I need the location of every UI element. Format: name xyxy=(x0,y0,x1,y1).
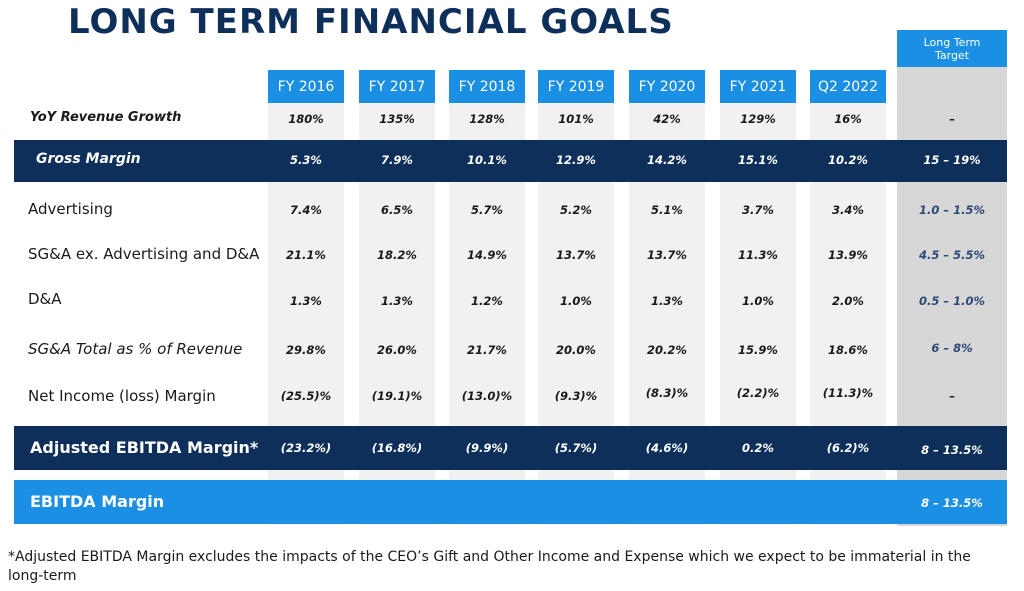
table-cell: 11.3% xyxy=(738,248,778,262)
table-cell: (4.6%) xyxy=(645,441,689,455)
adjusted-ebitda-band xyxy=(14,426,1007,470)
row-label: SG&A ex. Advertising and D&A xyxy=(28,245,260,263)
table-cell: 21.1% xyxy=(286,248,326,262)
table-cell: (9.9%) xyxy=(465,441,509,455)
column-header: FY 2017 xyxy=(359,70,435,103)
table-cell: 26.0% xyxy=(377,343,417,357)
table-cell: 3.4% xyxy=(832,203,864,217)
row-label: YoY Revenue Growth xyxy=(30,110,182,125)
target-column-header: Long Term Target xyxy=(897,30,1007,67)
table-cell: 14.2% xyxy=(647,153,687,167)
table-cell: 180% xyxy=(288,112,324,126)
table-cell: (19.1)% xyxy=(371,389,423,403)
table-cell: 10.1% xyxy=(467,153,507,167)
table-cell: 5.1% xyxy=(651,203,683,217)
table-cell: (2.2)% xyxy=(736,386,780,400)
target-cell: 15 – 19% xyxy=(923,153,981,167)
target-cell: 4.5 – 5.5% xyxy=(918,248,986,262)
gross-margin-band xyxy=(14,140,1007,182)
table-cell: 3.7% xyxy=(742,203,774,217)
table-cell: 18.6% xyxy=(828,343,868,357)
table-cell: (16.8%) xyxy=(371,441,423,455)
row-label: D&A xyxy=(28,290,62,308)
column-header: FY 2020 xyxy=(629,70,705,103)
table-cell: (25.5)% xyxy=(280,389,332,403)
table-cell: 128% xyxy=(469,112,505,126)
table-cell: (23.2%) xyxy=(280,441,332,455)
table-cell: (6.2)% xyxy=(826,441,870,455)
table-cell: 7.9% xyxy=(381,153,413,167)
table-cell: 10.2% xyxy=(828,153,868,167)
table-cell: (9.3)% xyxy=(554,389,598,403)
table-cell: 5.3% xyxy=(290,153,322,167)
row-label: SG&A Total as % of Revenue xyxy=(28,340,243,358)
table-cell: 42% xyxy=(653,112,681,126)
table-cell: 0.2% xyxy=(742,441,774,455)
table-cell: 6.5% xyxy=(381,203,413,217)
target-cell: – xyxy=(949,112,955,126)
table-cell: 12.9% xyxy=(556,153,596,167)
row-label: Advertising xyxy=(28,200,113,218)
table-cell: 13.7% xyxy=(647,248,687,262)
column-header: FY 2018 xyxy=(449,70,525,103)
column-header: FY 2021 xyxy=(720,70,796,103)
table-cell: (13.0)% xyxy=(461,389,513,403)
table-cell: (5.7%) xyxy=(554,441,598,455)
target-cell: 8 – 13.5% xyxy=(921,496,983,510)
table-cell: 14.9% xyxy=(467,248,507,262)
table-cell: 15.9% xyxy=(738,343,778,357)
table-cell: 16% xyxy=(834,112,862,126)
row-label: Gross Margin xyxy=(36,151,141,167)
row-label: EBITDA Margin xyxy=(30,492,165,511)
table-cell: 1.0% xyxy=(560,294,592,308)
table-cell: 15.1% xyxy=(738,153,778,167)
table-cell: 7.4% xyxy=(290,203,322,217)
table-cell: (11.3)% xyxy=(822,386,874,400)
row-label: Adjusted EBITDA Margin* xyxy=(30,438,259,457)
table-cell: 13.7% xyxy=(556,248,596,262)
target-cell: – xyxy=(949,389,955,403)
table-cell: 20.2% xyxy=(647,343,687,357)
ebitda-band xyxy=(14,480,1007,524)
table-cell: 20.0% xyxy=(556,343,596,357)
table-cell: 1.3% xyxy=(290,294,322,308)
table-cell: 18.2% xyxy=(377,248,417,262)
table-cell: 29.8% xyxy=(286,343,326,357)
target-header-line2: Target xyxy=(934,48,970,62)
column-header: FY 2019 xyxy=(538,70,614,103)
target-cell: 0.5 – 1.0% xyxy=(918,294,986,308)
table-cell: 1.0% xyxy=(742,294,774,308)
table-cell: 5.2% xyxy=(560,203,592,217)
table-cell: 13.9% xyxy=(828,248,868,262)
table-cell: 135% xyxy=(379,112,415,126)
table-cell: 101% xyxy=(558,112,594,126)
target-header-line1: Long Term xyxy=(923,35,981,49)
table-cell: 5.7% xyxy=(471,203,503,217)
target-cell: 6 – 8% xyxy=(931,341,973,355)
table-cell: (8.3)% xyxy=(645,386,689,400)
table-cell: 2.0% xyxy=(832,294,864,308)
page-title: LONG TERM FINANCIAL GOALS xyxy=(68,2,674,42)
row-label: Net Income (loss) Margin xyxy=(28,387,216,405)
table-cell: 129% xyxy=(740,112,776,126)
footnote: *Adjusted EBITDA Margin excludes the imp… xyxy=(8,549,971,584)
table-cell: 1.3% xyxy=(651,294,683,308)
target-cell: 8 – 13.5% xyxy=(921,443,983,457)
table-cell: 1.3% xyxy=(381,294,413,308)
column-header: FY 2016 xyxy=(268,70,344,103)
table-cell: 21.7% xyxy=(467,343,507,357)
table-cell: 1.2% xyxy=(471,294,503,308)
column-header: Q2 2022 xyxy=(810,70,886,103)
target-cell: 1.0 – 1.5% xyxy=(918,203,986,217)
